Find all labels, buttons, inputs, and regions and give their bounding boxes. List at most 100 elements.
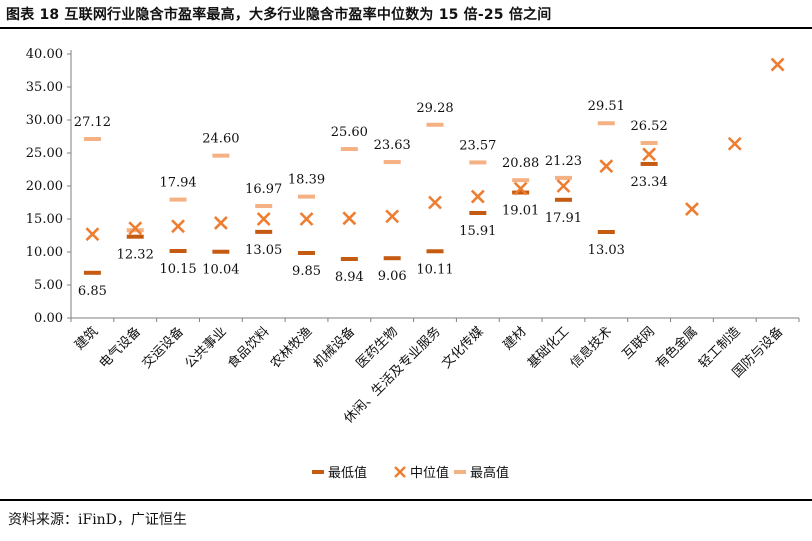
median-value-mark (556, 179, 571, 193)
top-rule (0, 27, 812, 29)
min-data-label: 13.03 (588, 243, 625, 258)
max-value-mark (426, 122, 444, 127)
bottom-rule (0, 499, 812, 501)
min-value-mark (597, 230, 615, 235)
min-value-mark (83, 270, 101, 275)
median-marker-stroke (685, 202, 699, 217)
median-value-mark (171, 219, 185, 234)
source-note: 资料来源：iFinD，广证恒生 (8, 512, 187, 528)
median-value-mark (599, 159, 614, 174)
max-data-label: 24.60 (202, 132, 239, 147)
min-value-mark (554, 197, 572, 202)
y-tick-label: 0.00 (34, 311, 63, 326)
chart-marks: 27.12 17.94 24.60 16.97 18.39 25.60 23.63 29.28… (74, 57, 785, 299)
max-value-mark (383, 160, 401, 165)
min-data-label: 6.85 (78, 284, 107, 299)
min-value-mark (126, 234, 144, 239)
max-data-label: 21.23 (545, 154, 582, 169)
y-tick-label: 30.00 (26, 113, 63, 128)
median-value-mark (470, 189, 485, 204)
legend-marker-min (312, 470, 324, 474)
legend: 最低值 中位值 最高值 (312, 465, 509, 481)
median-marker-stroke (642, 147, 657, 162)
median-value-mark (256, 212, 271, 226)
median-marker-stroke (256, 212, 271, 226)
median-marker-stroke (770, 57, 785, 72)
max-value-mark (554, 175, 572, 180)
median-value-mark (128, 221, 143, 236)
category-label: 信息技术 (567, 324, 615, 372)
median-marker-stroke (428, 195, 442, 210)
median-value-mark (385, 209, 400, 224)
max-data-label: 29.28 (416, 101, 453, 116)
max-value-mark (469, 160, 487, 165)
min-data-label: 10.11 (416, 262, 453, 277)
max-data-label: 27.12 (74, 115, 111, 130)
max-value-mark (212, 153, 230, 158)
median-marker-stroke (513, 181, 528, 196)
max-value-mark (126, 228, 144, 233)
median-value-mark (727, 136, 742, 151)
category-label: 农林牧渔 (268, 324, 315, 371)
min-data-label: 13.05 (245, 243, 282, 258)
median-marker-stroke (213, 216, 228, 230)
min-data-label: 19.01 (502, 204, 539, 219)
max-data-label: 16.97 (245, 182, 282, 197)
min-data-label: 23.34 (631, 175, 668, 190)
median-value-mark (85, 227, 100, 242)
category-label: 有色金属 (653, 324, 701, 372)
median-marker-stroke (727, 136, 742, 151)
median-value-mark (770, 57, 785, 72)
category-label: 基础化工 (525, 324, 572, 371)
median-marker-stroke (342, 211, 357, 226)
min-data-label: 15.91 (459, 224, 496, 239)
median-marker-stroke (299, 212, 314, 226)
min-data-label: 17.91 (545, 211, 582, 226)
min-data-label: 12.32 (117, 248, 154, 263)
max-value-mark (83, 137, 101, 142)
median-value-mark (428, 195, 442, 210)
y-tick-label: 15.00 (26, 212, 63, 227)
min-data-label: 9.06 (378, 269, 407, 284)
median-value-mark (513, 181, 528, 196)
min-data-label: 9.85 (292, 264, 321, 279)
min-value-mark (512, 190, 530, 195)
y-tick-label: 35.00 (26, 80, 63, 95)
y-tick-label: 5.00 (34, 278, 63, 293)
max-value-mark (169, 197, 187, 202)
min-value-mark (426, 249, 444, 254)
category-label: 文化传媒 (439, 324, 486, 371)
min-data-label: 10.15 (159, 262, 196, 277)
category-label: 交运设备 (139, 324, 187, 372)
max-data-label: 18.39 (288, 173, 325, 188)
min-value-mark (169, 249, 187, 254)
median-marker-stroke (385, 209, 400, 224)
category-label: 机械设备 (310, 324, 358, 372)
y-tick-label: 25.00 (26, 146, 63, 161)
valuation-chart: 0.00 5.00 10.00 15.00 20.00 25.00 30.00 35.00 40… (26, 47, 800, 481)
y-tick-label: 40.00 (26, 47, 63, 62)
min-value-mark (640, 161, 658, 166)
max-data-label: 29.51 (588, 99, 625, 114)
category-label: 互联网 (620, 324, 658, 362)
category-label: 建筑 (72, 324, 102, 354)
max-value-mark (298, 194, 316, 199)
legend-label: 最高值 (470, 465, 509, 481)
category-label: 建材 (500, 324, 529, 353)
min-data-label: 8.94 (335, 270, 364, 285)
max-value-mark (512, 178, 530, 183)
category-label: 电气设备 (96, 324, 144, 372)
max-data-label: 23.63 (374, 138, 411, 153)
median-marker-stroke (171, 219, 185, 234)
max-data-label: 25.60 (331, 125, 368, 140)
median-marker-stroke (128, 221, 143, 236)
min-value-mark (298, 250, 316, 255)
median-value-mark (299, 212, 314, 226)
median-value-mark (342, 211, 357, 226)
median-marker-stroke (556, 179, 571, 193)
median-marker-stroke (85, 227, 100, 242)
chart-title: 图表 18 互联网行业隐含市盈率最高，大多行业隐含市盈率中位数为 15 倍-25… (6, 7, 552, 23)
category-label: 公共事业 (182, 324, 229, 371)
category-label: 食品饮料 (224, 324, 272, 372)
min-value-mark (340, 256, 358, 261)
